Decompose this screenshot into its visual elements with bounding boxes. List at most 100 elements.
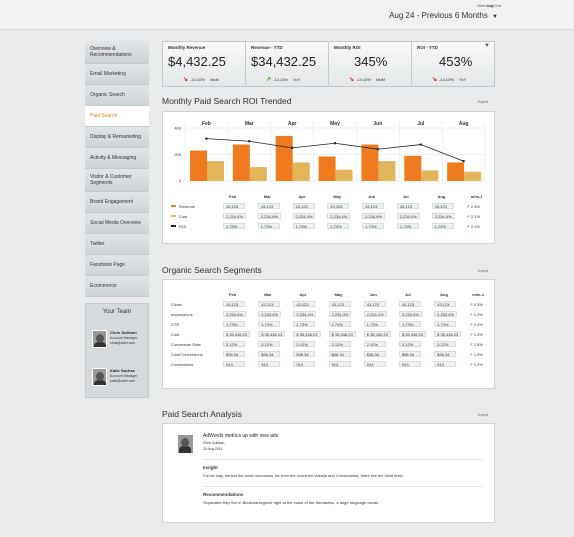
column-header: Mar xyxy=(263,193,271,199)
bar-cost xyxy=(292,162,310,181)
x-tick-label: May xyxy=(330,121,340,127)
sidebar-item-email-marketing[interactable]: Email Marketing xyxy=(85,64,149,85)
export-link[interactable]: Export xyxy=(478,269,489,273)
bar-revenue xyxy=(361,144,379,181)
column-header: Jun xyxy=(369,291,377,297)
table-cell: $36.34 xyxy=(258,349,293,359)
point-roi xyxy=(419,143,422,146)
table-cell: 1.73% xyxy=(293,319,328,329)
table-cell: 2,234.4% xyxy=(434,309,469,319)
team-title: Your Team xyxy=(102,309,132,315)
bar-revenue xyxy=(232,144,250,181)
table-cell: 2,234.4% xyxy=(396,211,432,221)
arrow-up-icon: ↗ xyxy=(466,203,471,209)
sidebar-item-paid-search[interactable]: Paid Search xyxy=(85,106,149,127)
avatar xyxy=(92,368,107,386)
kpi-trend: ↘ -14.10% MoM xyxy=(183,77,219,83)
sidebar-item-twitter[interactable]: Twitter xyxy=(85,234,149,255)
kpi-value: 345% xyxy=(354,54,388,69)
table-row: ROI 1.73% 1.73% 1.73% 1.73% 1.73% 1.73% 1.73% ↗ … xyxy=(171,221,487,231)
mm-change: ↗ 2.1% xyxy=(466,223,480,229)
kpi-trend: ↘ -14.10% MoM xyxy=(349,77,385,83)
roi-section-title: Monthly Paid Search ROI Trended xyxy=(162,96,292,106)
table-cell: 2.12% xyxy=(293,339,328,349)
sidebar-item-ecommerce[interactable]: Ecommerce xyxy=(85,276,149,297)
mm-change: ↗ 1.8% xyxy=(469,341,483,347)
export-link[interactable]: Export xyxy=(478,100,489,104)
table-cell: 43,123 xyxy=(293,299,328,309)
sidebar-item-label: Brand Engagement xyxy=(90,199,134,205)
sidebar-item-organic-search[interactable]: Organic Search xyxy=(85,85,149,106)
kpi-value: $34,432.25 xyxy=(251,54,317,69)
mm-change: ↗ 2.3% xyxy=(469,301,483,307)
row-label: Conversions xyxy=(171,361,194,367)
column-header: Jul xyxy=(404,291,411,297)
table-cell: $36.34 xyxy=(328,349,364,359)
table-cell: 43,123 xyxy=(257,201,293,211)
table-row: Cost $ 35,436.23 $ 35,436.23 $ 35,436.23 $ 3… xyxy=(171,329,487,339)
avatar xyxy=(177,434,194,454)
sidebar-item-brand-engagement[interactable]: Brand Engagement xyxy=(85,192,149,213)
table-cell: 1.73% xyxy=(398,319,434,329)
sidebar-item-display-remarketing[interactable]: Display & Remarketing xyxy=(85,127,149,148)
export-link[interactable]: Export xyxy=(478,413,489,417)
table-cell: 43,123 xyxy=(398,299,434,309)
date-range-label: Aug 24 - Previous 6 Months xyxy=(389,11,488,20)
table-cell: 43,123 xyxy=(223,299,258,309)
point-roi xyxy=(248,140,251,143)
sidebar-item-facebook[interactable]: Facebook Page xyxy=(85,255,149,276)
kpi-roi-ytd[interactable]: ROI - YTD ▼ 453% ↘ -14.10% YoY xyxy=(412,42,494,86)
kpi-label: Monthly ROI xyxy=(334,45,361,50)
row-label: CTR xyxy=(171,321,180,327)
x-tick-label: Jul xyxy=(417,121,425,127)
table-cell: 2,234.4% xyxy=(362,211,397,221)
column-header: Aug xyxy=(440,291,448,297)
sidebar-item-label: Email Marketing xyxy=(90,71,126,77)
table-cell: 43,123 xyxy=(328,299,364,309)
table-cell: 43,123 xyxy=(292,201,328,211)
table-cell: 913 xyxy=(398,359,434,369)
table-cell: 2,234.4% xyxy=(431,211,467,221)
kpi-trend: ↗ -14.10% YoY xyxy=(266,77,301,83)
roi-chart-panel: Feb Mar Apr May Jun Jul Aug 400 200 0 Feb Mar Apr Ma… xyxy=(162,111,495,244)
sidebar-item-social-media[interactable]: Social Media Overview xyxy=(85,213,149,234)
table-cell: 1.73% xyxy=(257,221,293,231)
table-cell: 1.73% xyxy=(362,221,397,231)
x-tick-label: Feb xyxy=(202,121,211,127)
member-name: Katie Sachse xyxy=(110,368,135,373)
kpi-label: ROI - YTD xyxy=(417,45,438,50)
arrow-up-icon: ↗ xyxy=(469,361,474,367)
kpi-monthly-revenue: Monthly Revenue $4,432.25 ↘ -14.10% MoM xyxy=(163,42,246,86)
organic-panel: Feb Mar Apr May Jun Jul Aug m/m-1 Clicks 43,123 43… xyxy=(162,279,495,389)
arrow-up-icon: ↗ xyxy=(469,331,474,337)
bar-cost xyxy=(464,171,482,181)
arrow-up-icon: ↗ xyxy=(466,223,471,229)
column-header: Jun xyxy=(368,193,376,199)
bar-cost xyxy=(421,170,439,181)
kpi-monthly-roi: Monthly ROI 345% ↘ -14.10% MoM xyxy=(329,42,412,86)
member-email[interactable]: katie@artel.com xyxy=(110,379,136,383)
organic-section-title: Organic Search Segments xyxy=(162,265,262,275)
table-cell: 2,234.4% xyxy=(363,309,399,319)
column-header: May xyxy=(333,193,342,199)
sidebar-item-visitor-segments[interactable]: Visitor & Customer Segments xyxy=(85,169,149,192)
sidebar-item-overview[interactable]: Overview & Recommendations xyxy=(85,41,149,64)
table-cell: 913 xyxy=(328,359,364,369)
sidebar-item-label: Overview & Recommendations xyxy=(90,46,132,58)
table-row: Impressions 2,234.4% 2,234.4% 2,234.4% 2,234… xyxy=(171,309,487,319)
sidebar-item-activity-messaging[interactable]: Activity & Messaging xyxy=(85,148,149,169)
bar-revenue xyxy=(275,135,293,181)
legend-swatch xyxy=(171,215,176,217)
analysis-panel: AdWords metrics up with new ads Chris Su… xyxy=(162,423,495,523)
table-cell: $36.34 xyxy=(293,349,328,359)
date-range-selector[interactable]: Aug 24 - Previous 6 Months ▼ xyxy=(389,11,498,20)
column-header-mm: m/m-1 xyxy=(472,291,485,297)
chevron-down-icon[interactable]: ▼ xyxy=(484,43,490,49)
table-cell: 913 xyxy=(434,359,469,369)
arrow-up-icon: ↗ xyxy=(469,341,474,347)
column-header-mm: m/m-1 xyxy=(470,193,483,199)
table-cell: 913 xyxy=(363,359,399,369)
header-blank xyxy=(171,289,223,299)
member-email[interactable]: chris@artel.com xyxy=(110,341,136,345)
logout-link[interactable]: Log Out xyxy=(486,3,501,8)
